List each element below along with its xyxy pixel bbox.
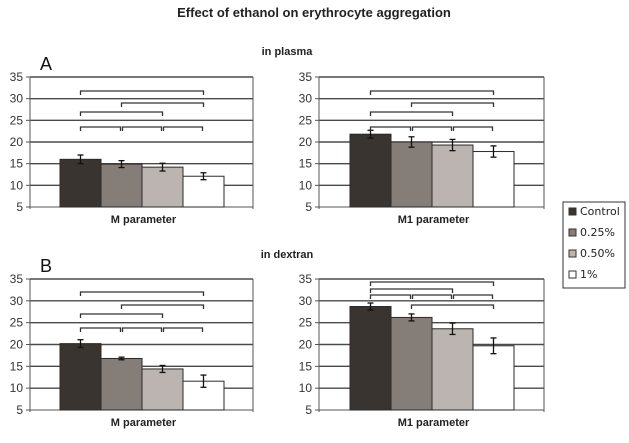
significance-bracket — [79, 313, 164, 318]
bar-025pct — [390, 141, 433, 208]
y-tick-label: 20 — [10, 135, 24, 149]
legend-label: 0.25% — [580, 226, 615, 239]
y-tick-label: 20 — [299, 338, 313, 352]
chart-panel-a-left: 5 10 15 20 25 30 35 M parameter — [10, 70, 254, 226]
y-tick-label: 5 — [305, 200, 312, 214]
y-tick-label: 30 — [299, 294, 313, 308]
legend-label: 1% — [580, 268, 597, 281]
y-tick-label: 30 — [10, 92, 24, 106]
significance-bracket — [410, 102, 495, 107]
section-subtitle-plasma: in plasma — [262, 46, 314, 58]
significance-bracket — [369, 126, 412, 131]
significance-bracket — [79, 126, 122, 131]
bar-control — [349, 306, 392, 411]
y-tick-label: 10 — [299, 381, 313, 395]
x-axis-label: M1 parameter — [398, 214, 470, 226]
significance-bracket — [121, 126, 163, 131]
bar-050pct — [141, 166, 184, 208]
y-tick-label: 5 — [305, 403, 312, 417]
bar-050pct — [141, 368, 184, 411]
significance-bracket — [452, 126, 494, 131]
bar-050pct — [431, 328, 474, 411]
y-tick-label: 5 — [16, 200, 23, 214]
y-tick-label: 5 — [16, 403, 23, 417]
y-tick-label: 25 — [10, 113, 24, 127]
legend-swatch — [568, 249, 577, 258]
significance-bracket — [79, 90, 205, 95]
significance-bracket — [369, 281, 495, 286]
bar-025pct — [100, 163, 143, 208]
legend: Control 0.25% 0.50% 1% — [562, 201, 626, 289]
bar-025pct — [100, 357, 143, 411]
panel-letter-b: B — [40, 256, 52, 276]
bar-control — [59, 158, 102, 208]
legend-label: Control — [580, 205, 620, 218]
significance-bracket — [120, 102, 205, 107]
significance-bracket — [411, 126, 453, 131]
significance-bracket — [410, 304, 495, 309]
y-tick-label: 35 — [299, 272, 313, 286]
x-axis-label: M parameter — [111, 214, 177, 226]
y-tick-label: 15 — [299, 157, 313, 171]
figure-title: Effect of ethanol on erythrocyte aggrega… — [177, 5, 451, 20]
significance-bracket — [369, 294, 412, 299]
significance-bracket — [120, 304, 205, 309]
y-tick-label: 25 — [10, 316, 24, 330]
y-tick-label: 15 — [10, 359, 24, 373]
x-axis-label: M1 parameter — [398, 417, 470, 429]
significance-bracket — [369, 90, 495, 95]
y-tick-label: 35 — [10, 70, 24, 84]
y-tick-label: 20 — [299, 135, 313, 149]
bar-1pct — [472, 151, 515, 208]
y-tick-label: 10 — [10, 178, 24, 192]
significance-bracket — [162, 126, 204, 131]
chart-panel-a-right: 5 10 15 20 25 30 35 M1 parameter — [299, 70, 545, 226]
chart-panel-b-left: 5 10 15 20 25 30 35 M parameter — [10, 272, 254, 429]
bar-control — [59, 343, 102, 411]
bar-1pct — [182, 175, 225, 208]
y-tick-label: 35 — [299, 70, 313, 84]
legend-swatch — [568, 207, 577, 216]
legend-swatch — [568, 228, 577, 237]
y-tick-label: 35 — [10, 272, 24, 286]
significance-bracket — [121, 327, 163, 332]
y-tick-label: 20 — [10, 338, 24, 352]
y-tick-label: 25 — [299, 113, 313, 127]
legend-swatch — [568, 270, 577, 279]
y-tick-label: 25 — [299, 316, 313, 330]
significance-bracket — [79, 111, 164, 116]
bar-050pct — [431, 144, 474, 208]
section-subtitle-dextran: in dextran — [261, 249, 314, 261]
y-tick-label: 15 — [10, 157, 24, 171]
significance-bracket — [411, 294, 453, 299]
significance-bracket — [162, 327, 204, 332]
legend-label: 0.50% — [580, 247, 615, 260]
significance-bracket — [79, 291, 205, 296]
significance-bracket — [79, 327, 122, 332]
bar-control — [349, 133, 392, 208]
chart-panel-b-right: 5 10 15 20 25 30 35 M1 parameter — [299, 272, 545, 429]
charts-group: 5 10 15 20 25 30 35 M parameter 5 10 15 20 25 30 35 M1 … — [10, 70, 545, 429]
y-tick-label: 30 — [299, 92, 313, 106]
y-tick-label: 30 — [10, 294, 24, 308]
significance-bracket — [369, 288, 454, 293]
y-tick-label: 15 — [299, 359, 313, 373]
x-axis-label: M parameter — [111, 417, 177, 429]
significance-bracket — [369, 111, 454, 116]
y-tick-label: 10 — [10, 381, 24, 395]
bar-1pct — [472, 345, 515, 411]
significance-bracket — [452, 294, 494, 299]
y-tick-label: 10 — [299, 178, 313, 192]
legend-items: Control 0.25% 0.50% 1% — [568, 205, 620, 281]
bar-025pct — [390, 316, 433, 411]
panel-letter-a: A — [40, 54, 52, 74]
